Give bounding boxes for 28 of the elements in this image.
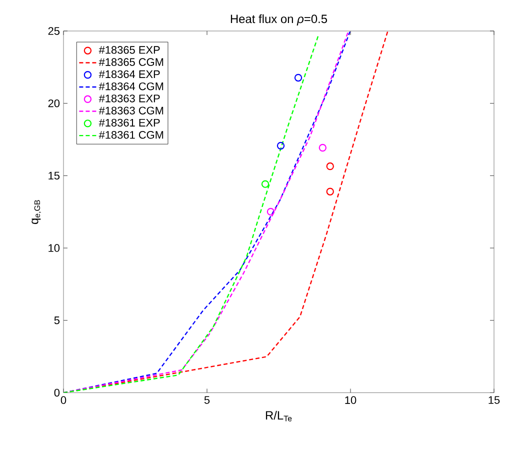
x-tick-label: 5: [204, 396, 210, 404]
legend-label: #18365 CGM: [98, 58, 164, 66]
point: [276, 142, 285, 150]
point: [326, 162, 334, 170]
y-tick-label: 5: [54, 316, 60, 324]
legend-label: #18365 EXP: [98, 46, 160, 54]
x-tick-label: 15: [488, 396, 500, 404]
point: [294, 74, 302, 82]
point: [326, 188, 334, 196]
x-tick-label: 0: [60, 396, 66, 404]
legend-label: #18361 EXP: [98, 118, 160, 127]
x-axis-title: R/L$_{Te}$: [266, 410, 292, 422]
y-tick-label: 10: [48, 244, 60, 252]
y-tick-label: 25: [48, 27, 60, 35]
y-tick-label: 20: [48, 99, 60, 108]
legend-label: #18363 CGM: [98, 106, 164, 114]
legend-label: #18364 EXP: [98, 70, 160, 78]
y-tick-label: 0: [54, 388, 60, 397]
y-axis-title: q$_{e,GB}$: [32, 200, 41, 224]
y-tick-label: 15: [48, 172, 60, 180]
x-tick-label: 10: [345, 396, 356, 404]
chart-title: Heat flux on ρ=0.5: [230, 14, 328, 26]
legend-label: #18364 CGM: [98, 82, 164, 90]
point: [266, 208, 275, 216]
point: [318, 144, 327, 152]
point: [261, 180, 270, 188]
legend-label: #18361 CGM: [98, 130, 164, 139]
legend-label: #18363 EXP: [98, 94, 160, 102]
